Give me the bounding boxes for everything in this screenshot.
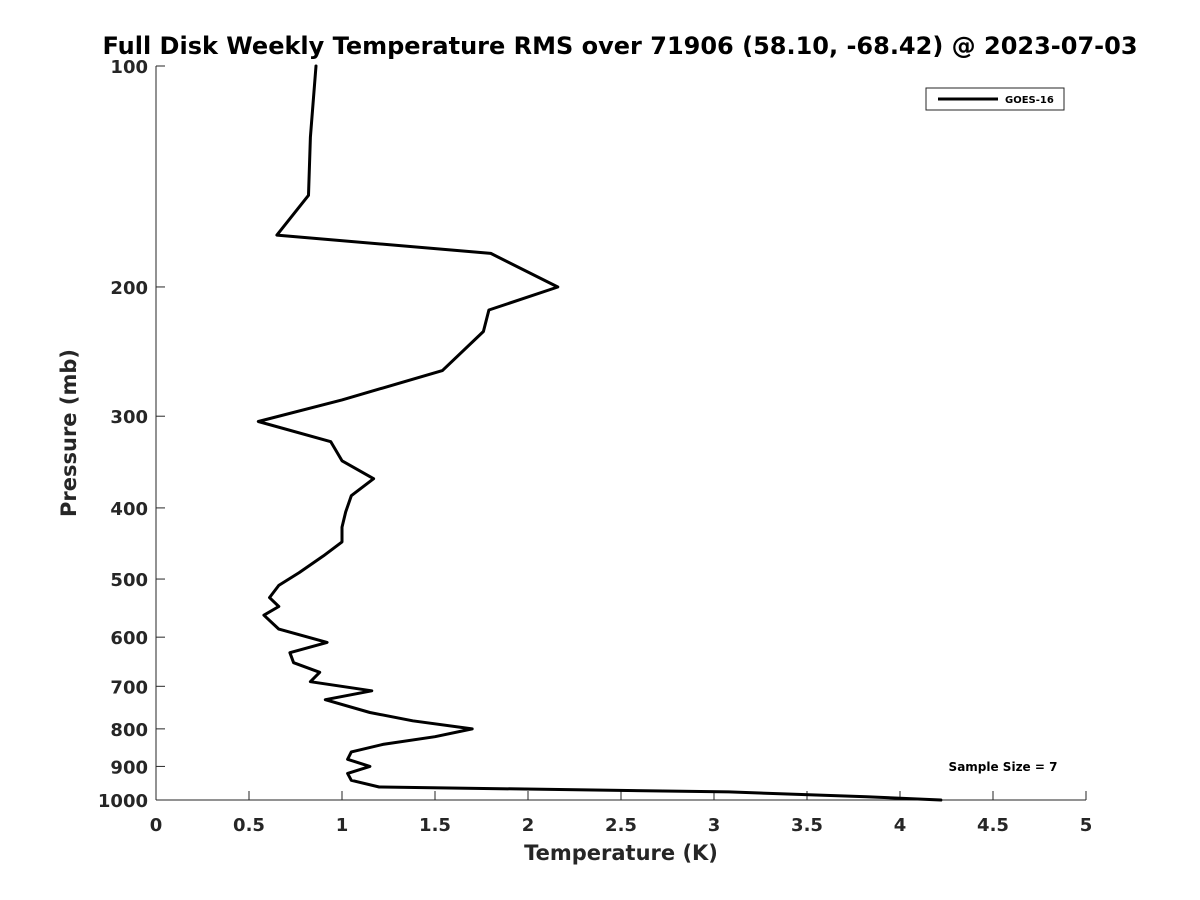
- x-tick-label: 0.5: [233, 815, 265, 836]
- y-tick-label: 700: [110, 677, 148, 698]
- x-tick-label: 0: [150, 815, 163, 836]
- sample-size-annotation: Sample Size = 7: [949, 760, 1058, 774]
- y-axis-label: Pressure (mb): [57, 349, 81, 517]
- x-tick-label: 1: [336, 815, 349, 836]
- x-tick-label: 3: [708, 815, 721, 836]
- legend-label-goes-16: GOES-16: [1005, 95, 1054, 106]
- y-tick-label: 100: [110, 57, 148, 78]
- x-tick-label: 2: [522, 815, 535, 836]
- y-tick-label: 600: [110, 628, 148, 649]
- x-tick-label: 5: [1080, 815, 1093, 836]
- y-tick-label: 1000: [98, 791, 148, 812]
- x-ticks: 0 0.5 1 1.5 2 2.5 3 3.5 4 4.5 5: [150, 791, 1093, 836]
- series-layer: [256, 64, 943, 802]
- y-tick-label: 300: [110, 407, 148, 428]
- x-tick-label: 4.5: [977, 815, 1009, 836]
- chart-title: Full Disk Weekly Temperature RMS over 71…: [102, 32, 1137, 60]
- legend: GOES-16: [925, 87, 1065, 111]
- y-ticks: 100 200 300 400 500 600 700 800 900 1000: [98, 57, 165, 812]
- x-tick-label: 1.5: [419, 815, 451, 836]
- x-tick-label: 3.5: [791, 815, 823, 836]
- x-tick-label: 4: [894, 815, 907, 836]
- y-tick-label: 200: [110, 278, 148, 299]
- y-tick-label: 500: [110, 570, 148, 591]
- y-tick-label: 900: [110, 757, 148, 778]
- y-tick-label: 400: [110, 499, 148, 520]
- y-tick-label: 800: [110, 720, 148, 741]
- x-axis-label: Temperature (K): [524, 841, 718, 865]
- series-line-goes-16: [256, 64, 943, 802]
- x-tick-label: 2.5: [605, 815, 637, 836]
